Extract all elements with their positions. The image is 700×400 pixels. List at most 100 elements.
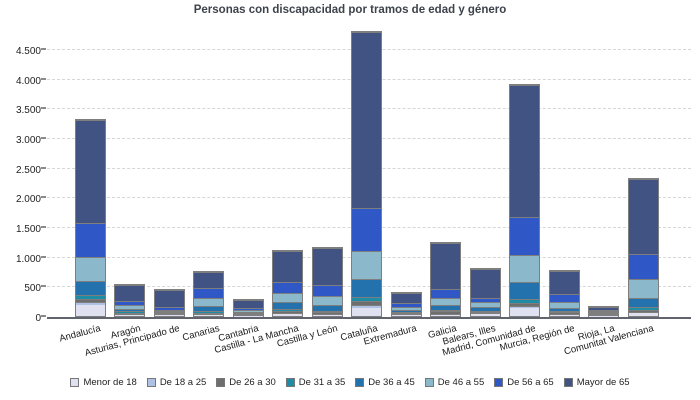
bar-segment <box>154 310 184 312</box>
bar-segment <box>510 298 539 303</box>
legend-swatch <box>70 378 80 387</box>
bar-segment <box>312 304 342 311</box>
legend-item: Menor de 18 <box>70 377 137 388</box>
bar-segment <box>628 297 658 307</box>
y-tick <box>41 255 46 258</box>
y-tick <box>41 47 46 50</box>
legend-label: Mayor de 65 <box>576 377 630 388</box>
bar-segment <box>628 254 658 280</box>
bar-segment <box>115 313 144 315</box>
legend-item: De 18 a 25 <box>146 377 206 388</box>
bar-segment <box>431 288 460 298</box>
y-tick-label: 1.500 <box>15 223 41 235</box>
bar-segment <box>352 297 381 302</box>
bar-segment <box>470 312 500 314</box>
bar-segment <box>115 301 144 306</box>
legend-item: De 56 a 65 <box>494 377 554 388</box>
bar-segment <box>352 278 381 297</box>
y-tick <box>41 196 46 199</box>
bar-segment <box>510 255 539 283</box>
bar-segment <box>431 315 460 316</box>
stacked-bar <box>509 84 540 317</box>
y-tick <box>41 225 46 228</box>
y-tick-label: 4.500 <box>15 45 41 57</box>
bar-segment <box>312 310 342 313</box>
stacked-bar <box>351 31 382 317</box>
bar-segment <box>391 292 421 304</box>
bar-segment <box>115 311 144 313</box>
bar-segment <box>549 313 579 315</box>
bar-segment <box>233 314 263 316</box>
bar-segment <box>470 268 500 298</box>
plot-area <box>41 31 691 319</box>
legend-swatch <box>563 378 573 387</box>
bar-segment <box>233 309 263 312</box>
y-tick <box>41 315 46 317</box>
bar-segment <box>154 289 184 307</box>
legend-swatch <box>146 378 156 387</box>
legend-swatch <box>424 378 434 387</box>
y-tick <box>41 285 46 288</box>
bar-segment <box>75 298 105 302</box>
x-axis-label: Andalucía <box>58 323 102 345</box>
bar-segment <box>194 313 223 315</box>
stacked-bar <box>430 241 461 317</box>
bar-segment <box>510 305 539 308</box>
bar-segment <box>115 284 144 302</box>
bar-segment <box>273 313 302 315</box>
bar-segment <box>273 293 302 302</box>
bar-segment <box>115 305 144 309</box>
legend-item: De 26 a 30 <box>216 377 276 388</box>
bar-segment <box>75 305 105 316</box>
bar-segment <box>510 217 539 256</box>
stacked-bar <box>548 270 580 317</box>
bar-segment <box>352 304 381 308</box>
bar-segment <box>589 314 618 316</box>
bar-segment <box>391 306 421 311</box>
legend-label: De 31 a 35 <box>298 377 346 388</box>
y-tick-label: 2.500 <box>15 164 41 176</box>
bar-segment <box>273 301 302 310</box>
bar-segment <box>312 248 342 285</box>
bar-segment <box>233 312 263 314</box>
bar-segment <box>391 313 421 315</box>
bar-segment <box>510 302 539 306</box>
bar-segment <box>391 314 421 316</box>
y-tick <box>41 107 46 110</box>
legend-swatch <box>285 378 295 387</box>
legend-label: Menor de 18 <box>83 377 137 388</box>
bar-segment <box>431 309 460 312</box>
legend-label: De 26 a 30 <box>229 377 276 388</box>
bar-segment <box>470 307 500 311</box>
x-axis-label: Canarias <box>180 323 221 344</box>
bar-segment <box>115 308 144 312</box>
bar-segment <box>312 314 342 316</box>
bar-segment <box>549 311 579 313</box>
bar-segment <box>510 85 539 218</box>
stacked-bar <box>114 283 145 317</box>
legend-label: De 46 a 55 <box>437 377 485 388</box>
bar-segment <box>589 306 618 310</box>
bar-segment <box>194 315 223 316</box>
bar-segment <box>628 306 658 310</box>
y-tick-label: 4.000 <box>15 75 41 87</box>
bar-segment <box>549 312 579 314</box>
bar-segment <box>273 310 302 314</box>
y-tick-label: 1.000 <box>15 253 41 265</box>
bar-segment <box>510 282 539 299</box>
stacked-bar <box>193 271 224 317</box>
legend-item: De 36 a 45 <box>355 377 415 388</box>
bar-segment <box>194 314 223 316</box>
chart-title: Personas con discapacidad por tramos de … <box>193 4 507 16</box>
stacked-bar <box>588 305 619 317</box>
legend-swatch <box>355 378 365 387</box>
bar-segment <box>391 303 421 307</box>
bar-segment <box>352 250 381 279</box>
bar-segment <box>549 302 579 308</box>
bar-segment <box>154 314 184 316</box>
bar-segment <box>589 313 618 315</box>
y-tick <box>41 77 46 80</box>
stacked-bar <box>390 291 422 317</box>
bar-segment <box>75 281 105 295</box>
bar-segment <box>549 307 579 312</box>
